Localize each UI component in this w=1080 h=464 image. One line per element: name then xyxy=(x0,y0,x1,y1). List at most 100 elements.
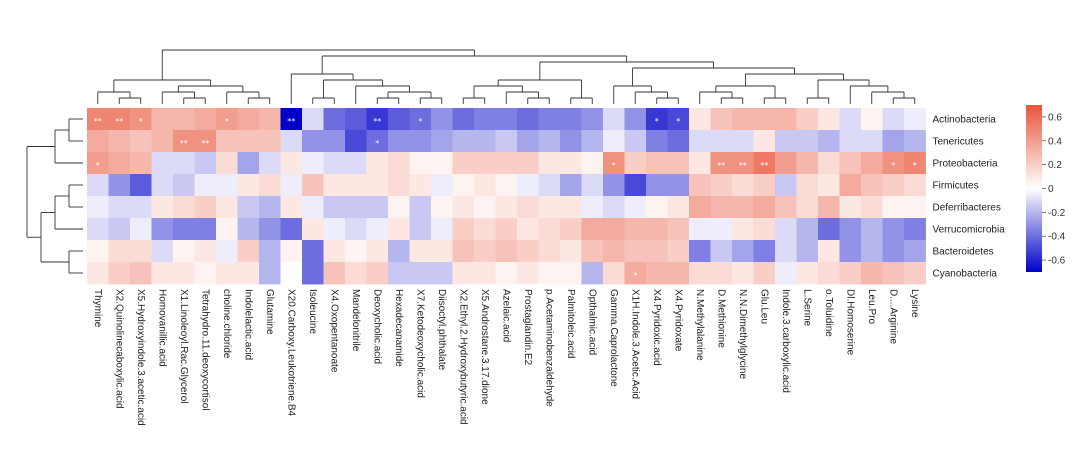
significance-mark: * xyxy=(913,161,917,170)
heatmap-cell xyxy=(173,152,195,175)
heatmap-cell xyxy=(173,240,195,263)
significance-mark: ** xyxy=(739,161,747,170)
heatmap-cell xyxy=(237,240,260,263)
heatmap-cell xyxy=(689,130,711,153)
heatmap-cell xyxy=(689,240,711,263)
heatmap-cell xyxy=(538,130,561,153)
color-legend: 0.6 0.4 0.2 0 -0.2 -0.4 -0.6 xyxy=(1026,105,1066,272)
row-label: Bacteroidetes xyxy=(933,247,994,258)
heatmap-cell xyxy=(581,218,604,241)
row-label: Proteobacteria xyxy=(933,159,998,170)
heatmap-cell xyxy=(796,130,819,153)
heatmap-cell xyxy=(667,152,690,175)
heatmap-cell xyxy=(452,108,475,131)
significance-mark: * xyxy=(676,117,680,126)
heatmap-cell xyxy=(517,174,539,197)
heatmap-cell xyxy=(474,130,496,153)
heatmap-cell xyxy=(796,174,819,197)
heatmap-cell xyxy=(302,174,324,197)
heatmap-cell xyxy=(259,152,281,175)
significance-mark: * xyxy=(612,161,616,170)
heatmap-cell xyxy=(560,152,582,175)
heatmap-cell xyxy=(710,262,733,285)
heatmap-cell xyxy=(818,108,840,131)
heatmap-cell xyxy=(603,108,625,131)
heatmap-cell xyxy=(302,196,324,219)
heatmap-cell xyxy=(323,152,346,175)
heatmap-cell xyxy=(753,108,776,131)
heatmap-cell xyxy=(345,262,367,285)
heatmap-cell xyxy=(280,108,303,131)
column-label: Isoleucine xyxy=(307,289,318,334)
heatmap-cell xyxy=(624,240,647,263)
heatmap-cell xyxy=(87,152,109,175)
heatmap-cell xyxy=(904,152,926,175)
heatmap-cell xyxy=(624,108,647,131)
heatmap-cell xyxy=(603,262,625,285)
heatmap-cell xyxy=(108,240,131,263)
column-labels: Thymine X2.Quinolinecaboxylic.acid X5.Hydr… xyxy=(92,289,920,426)
heatmap-cell xyxy=(323,240,346,263)
heatmap-cell xyxy=(753,130,776,153)
heatmap-cell xyxy=(624,152,647,175)
heatmap-cell xyxy=(237,108,260,131)
heatmap-cell xyxy=(689,152,711,175)
heatmap-cell xyxy=(796,152,819,175)
heatmap-cell xyxy=(904,218,926,241)
heatmap-cell xyxy=(323,130,346,153)
significance-mark: ** xyxy=(115,117,123,126)
significance-mark: ** xyxy=(94,117,102,126)
heatmap-cell xyxy=(388,130,410,153)
legend-tick-label: -0.6 xyxy=(1048,256,1066,267)
significance-mark: * xyxy=(418,117,422,126)
significance-mark: * xyxy=(891,161,895,170)
heatmap-cell xyxy=(130,218,152,241)
heatmap-cell xyxy=(323,218,346,241)
heatmap-cell xyxy=(108,262,131,285)
heatmap-cell xyxy=(839,196,862,219)
heatmap-cell xyxy=(517,218,539,241)
heatmap-cell xyxy=(603,174,625,197)
heatmap-cell xyxy=(818,174,840,197)
heatmap-cell xyxy=(323,174,346,197)
heatmap-cell xyxy=(431,108,453,131)
heatmap-cell xyxy=(108,108,131,131)
row-label: Actinobacteria xyxy=(933,115,997,126)
heatmap-cell xyxy=(431,196,453,219)
column-dendrogram xyxy=(97,49,916,104)
heatmap-cell xyxy=(173,108,195,131)
heatmap-cell xyxy=(216,218,238,241)
heatmap-cell xyxy=(775,108,797,131)
column-label: X2.Ethyl.2.Hydroxybutyric.acid xyxy=(457,289,468,425)
heatmap-cell xyxy=(904,108,926,131)
heatmap-cell xyxy=(904,240,926,263)
heatmap-cell xyxy=(517,130,539,153)
heatmap-cell xyxy=(87,108,109,131)
heatmap-cell xyxy=(882,262,905,285)
significance-mark: ** xyxy=(373,117,381,126)
heatmap-cell xyxy=(710,152,733,175)
heatmap-cell xyxy=(624,218,647,241)
heatmap-cell xyxy=(538,174,561,197)
heatmap-cell xyxy=(194,152,217,175)
heatmap-cell xyxy=(431,262,453,285)
heatmap-cell xyxy=(108,174,131,197)
column-label: Mandelonitrile xyxy=(350,289,361,352)
heatmap-cell xyxy=(452,240,475,263)
heatmap-cell xyxy=(882,240,905,263)
heatmap-cell xyxy=(689,108,711,131)
heatmap-cell xyxy=(366,196,389,219)
column-label: Thymine xyxy=(92,289,103,328)
heatmap-cell xyxy=(796,240,819,263)
heatmap-cell xyxy=(194,174,217,197)
heatmap-cell xyxy=(560,218,582,241)
heatmap-cell xyxy=(280,240,303,263)
significance-mark: ** xyxy=(201,139,209,148)
legend-tick-label: 0 xyxy=(1048,184,1054,195)
heatmap-cell xyxy=(151,130,174,153)
heatmap-cell xyxy=(560,130,582,153)
heatmap-cell xyxy=(259,130,281,153)
heatmap-cell xyxy=(216,174,238,197)
significance-mark: * xyxy=(139,117,143,126)
heatmap-cell xyxy=(646,196,668,219)
